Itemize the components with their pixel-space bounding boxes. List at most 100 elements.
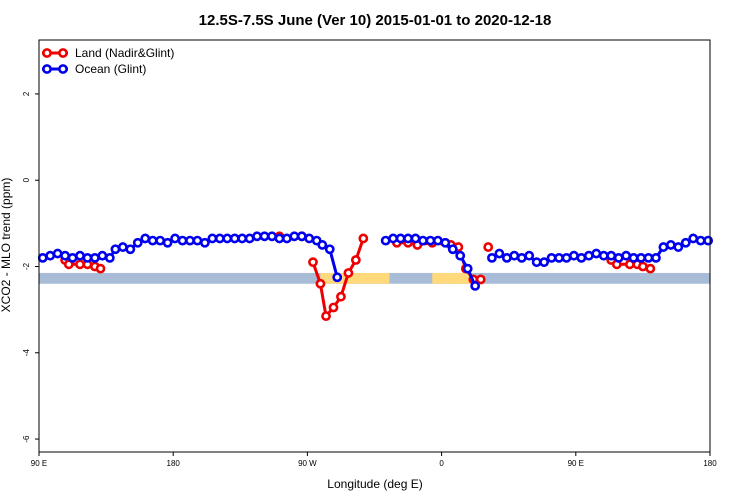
data-point xyxy=(82,252,93,263)
data-point xyxy=(546,252,557,263)
data-point xyxy=(410,233,421,244)
data-point xyxy=(147,235,158,246)
data-point xyxy=(304,233,315,244)
data-point xyxy=(296,231,307,242)
data-point xyxy=(332,272,343,283)
legend-item: Ocean (Glint) xyxy=(42,62,146,76)
data-point xyxy=(324,244,335,255)
data-point xyxy=(418,235,428,246)
data-point xyxy=(524,250,535,261)
data-point xyxy=(289,231,300,242)
x-tick-label: 0 xyxy=(439,459,444,468)
data-point xyxy=(695,235,706,246)
data-point xyxy=(643,252,654,263)
y-tick-label: -2 xyxy=(22,262,31,270)
data-point xyxy=(170,233,180,244)
data-point xyxy=(673,242,684,252)
data-point xyxy=(470,281,481,291)
data-point xyxy=(350,255,361,265)
data-point xyxy=(703,235,714,246)
data-point xyxy=(665,240,676,250)
x-axis-label: Longitude (deg E) xyxy=(327,477,422,491)
data-point xyxy=(132,237,143,248)
legend-item: Land (Nadir&Glint) xyxy=(42,46,174,60)
data-point xyxy=(395,233,406,244)
data-point xyxy=(321,311,331,322)
data-point xyxy=(531,257,542,268)
data-point xyxy=(440,237,451,248)
x-axis: 90 E 180 90 W 0 90 E 180 xyxy=(31,452,717,468)
data-point xyxy=(259,231,270,242)
data-point xyxy=(569,250,579,261)
legend: Land (Nadir&Glint) Ocean (Glint) xyxy=(42,46,174,76)
data-point xyxy=(688,233,699,244)
data-point xyxy=(315,278,326,289)
land-band-segment xyxy=(432,272,464,284)
x-tick-label: 180 xyxy=(167,459,181,468)
data-point xyxy=(554,252,564,263)
data-point xyxy=(75,250,85,261)
data-point xyxy=(501,252,512,263)
data-point xyxy=(598,250,609,261)
data-point xyxy=(177,235,188,246)
data-point xyxy=(229,233,240,244)
series-layer xyxy=(37,231,714,322)
x-tick-label: 90 E xyxy=(31,459,47,468)
plot-frame xyxy=(38,39,711,453)
data-point xyxy=(583,250,594,261)
data-point xyxy=(483,242,494,252)
data-point xyxy=(645,263,656,274)
data-point xyxy=(281,233,292,244)
data-point xyxy=(539,257,550,268)
legend-marker xyxy=(58,64,68,74)
land-ocean-band xyxy=(39,272,710,284)
data-point xyxy=(140,233,151,244)
data-point xyxy=(680,237,691,248)
data-point xyxy=(328,302,339,313)
data-point xyxy=(45,250,56,261)
data-point xyxy=(207,233,218,244)
y-tick-label: -6 xyxy=(22,435,31,443)
data-point xyxy=(628,252,639,263)
data-point xyxy=(60,250,70,261)
data-point xyxy=(267,231,277,242)
data-point xyxy=(104,252,115,263)
data-point xyxy=(125,244,136,255)
data-point xyxy=(606,250,617,261)
data-point xyxy=(117,242,128,252)
legend-marker xyxy=(42,64,52,74)
data-point xyxy=(274,233,285,244)
data-point xyxy=(37,252,48,263)
data-point xyxy=(576,252,587,263)
legend-label: Ocean (Glint) xyxy=(75,62,146,76)
data-point xyxy=(90,252,100,263)
y-tick-label: 2 xyxy=(22,91,31,96)
data-point xyxy=(252,231,262,242)
data-point xyxy=(447,244,458,255)
data-point xyxy=(455,250,466,261)
data-point xyxy=(162,237,173,248)
data-point xyxy=(432,235,443,246)
data-point xyxy=(658,242,669,252)
data-point xyxy=(237,233,248,244)
data-point xyxy=(403,233,413,244)
data-point xyxy=(638,261,648,272)
data-point xyxy=(494,248,505,259)
data-point xyxy=(636,252,646,263)
y-axis: 2 0 -2 -4 -6 xyxy=(22,91,39,443)
land-band-segment xyxy=(320,272,390,284)
data-point xyxy=(516,252,527,263)
legend-marker xyxy=(42,48,52,58)
data-point xyxy=(222,233,233,244)
data-point xyxy=(317,240,328,250)
legend-label: Land (Nadir&Glint) xyxy=(75,46,174,60)
data-point xyxy=(613,252,624,263)
data-point xyxy=(487,252,497,263)
data-point xyxy=(155,235,166,246)
x-tick-label: 180 xyxy=(703,459,717,468)
data-point xyxy=(97,250,108,261)
y-axis-label: XCO2 - MLO trend (ppm) xyxy=(0,178,13,313)
data-point xyxy=(52,248,63,259)
data-point xyxy=(462,263,473,274)
data-point xyxy=(110,244,121,255)
